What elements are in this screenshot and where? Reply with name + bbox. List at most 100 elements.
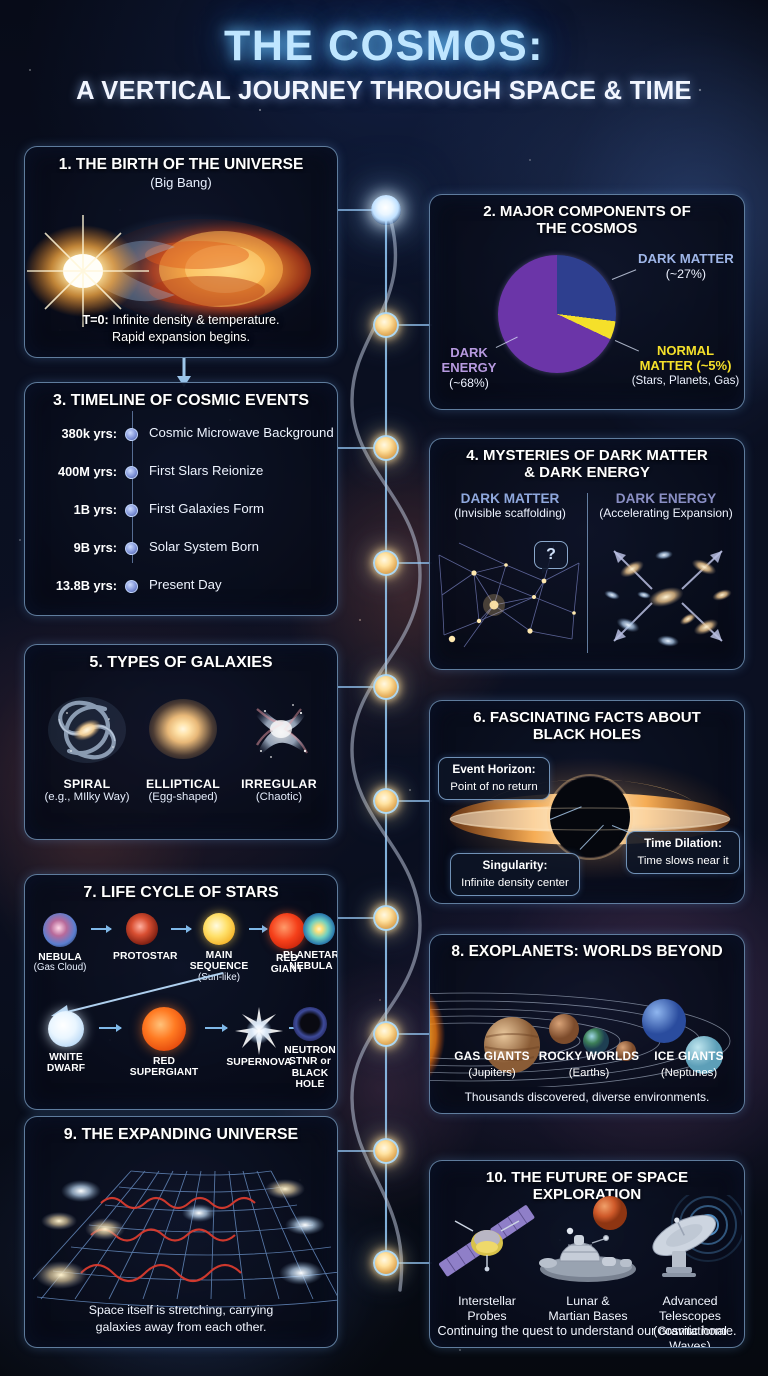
pie-label-normal-matter: NORMAL MATTER (~5%) (Stars, Planets, Gas… xyxy=(628,343,743,387)
connector-p9 xyxy=(338,1150,388,1152)
galaxy-note-elliptical: (Egg-shaped) xyxy=(148,791,218,803)
star-stage-plnebula-name-l2: NEBULA xyxy=(289,961,333,973)
connector-p7 xyxy=(338,917,388,919)
supernova-icon xyxy=(235,1007,283,1055)
star-stage-white-dwarf[interactable]: WNITE DWARF xyxy=(35,1011,97,1075)
panel7-title: 7. LIFE CYCLE OF STARS xyxy=(83,884,279,901)
star-stage-red-supergiant[interactable]: RED SUPERGIANT xyxy=(121,1007,207,1079)
future-telescopes-l2: (Gravitational Waves) xyxy=(653,1324,727,1348)
connector-p4 xyxy=(386,562,432,564)
panel2-title-line1: 2. MAJOR COMPONENTS OF xyxy=(483,203,691,220)
timeline-year: 13.8B yrs: xyxy=(55,578,117,593)
future-probes-l2: Probes xyxy=(467,1309,507,1324)
panel-black-holes[interactable]: 6. FASCINATING FACTS ABOUT BLACK HOLES E… xyxy=(429,700,745,904)
page-title: THE COSMOS: xyxy=(224,22,544,70)
panel-expanding-universe[interactable]: 9. THE EXPANDING UNIVERSE xyxy=(24,1116,338,1348)
panel-timeline-cosmic-events[interactable]: 3. TIMELINE OF COSMIC EVENTS 380k yrs: Co… xyxy=(24,382,338,616)
callout-time-dilation-body: Time slows near it xyxy=(637,855,729,868)
main-sequence-star-icon xyxy=(203,913,235,945)
spine-node-5[interactable] xyxy=(373,674,399,700)
star-stage-nebula[interactable]: NEBULA (Gas Cloud) xyxy=(31,913,89,974)
spine-node-6[interactable] xyxy=(373,788,399,814)
pie-label-dark-energy-l2: ENERGY xyxy=(441,360,497,376)
star-stage-neutron-name-l2: STNR or xyxy=(289,1056,331,1068)
future-item-telescopes[interactable]: Advanced Telescopes (Gravitational Waves… xyxy=(636,1188,744,1348)
big-bang-illustration xyxy=(25,213,320,329)
pie-label-dark-energy-pct: (~68%) xyxy=(449,375,489,390)
star-stage-neutron-name-l3: BLACK HOLE xyxy=(291,1067,329,1090)
panel8-title: 8. EXOPLANETS: WORLDS BEYOND xyxy=(451,943,723,960)
spine-node-8[interactable] xyxy=(373,1021,399,1047)
timeline-row[interactable]: 1B yrs: First Galaxies Form xyxy=(25,493,337,529)
future-item-probes[interactable]: Interstellar Probes xyxy=(436,1195,538,1324)
spine-node-7[interactable] xyxy=(373,905,399,931)
pie-label-normal-note: (Stars, Planets, Gas) xyxy=(631,373,740,387)
panel-types-of-galaxies[interactable]: 5. TYPES OF GALAXIES xyxy=(24,644,338,840)
spine-node-3[interactable] xyxy=(373,435,399,461)
star-stage-main-sequence[interactable]: MAIN SEQUENCE (Sun-like) xyxy=(189,913,249,983)
radio-telescope-icon xyxy=(652,1188,744,1277)
exo-label-rocky-worlds: ROCKY WORLDS (Earths) xyxy=(536,1049,642,1081)
panel4-right-title: DARK ENERGY xyxy=(615,491,717,506)
star-stage-redsuper-name-l1: RED xyxy=(152,1056,176,1067)
neutron-star-black-hole-icon xyxy=(293,1007,327,1041)
star-stage-red-giant[interactable]: RED GIANT xyxy=(263,913,311,976)
star-stage-supernova[interactable]: SUPERNOVA xyxy=(225,1007,293,1068)
timeline-row[interactable]: 9B yrs: Solar System Born xyxy=(25,531,337,567)
white-dwarf-icon xyxy=(48,1011,84,1047)
exo-gas-giants-note: (Jupiters) xyxy=(468,1067,516,1079)
cosmos-composition-pie-chart[interactable] xyxy=(498,255,616,373)
panel-birth-of-universe[interactable]: 1. THE BIRTH OF THE UNIVERSE (Big Bang) xyxy=(24,146,338,358)
timeline-row[interactable]: 380k yrs: Cosmic Microwave Background xyxy=(25,417,337,453)
galaxy-item-irregular[interactable]: IRREGULAR (Chaotic) xyxy=(231,687,327,803)
spiral-galaxy-icon xyxy=(39,687,135,773)
pie-label-normal-l2: MATTER (~5%) xyxy=(639,358,732,374)
timeline-event: Solar System Born xyxy=(149,539,259,554)
star-stage-protostar[interactable]: PROTOSTAR xyxy=(113,913,177,962)
panel9-title: 9. THE EXPANDING UNIVERSE xyxy=(63,1126,299,1143)
connector-p3 xyxy=(338,447,388,449)
timeline-year: 9B yrs: xyxy=(73,540,117,555)
callout-event-horizon[interactable]: Event Horizon: Point of no return xyxy=(438,757,550,801)
panel10-title: 10. THE FUTURE OF SPACE EXPLORATION xyxy=(485,1169,689,1204)
panel-life-cycle-of-stars[interactable]: 7. LIFE CYCLE OF STARS NEBULA (Gas Cloud… xyxy=(24,874,338,1110)
timeline-year: 380k yrs: xyxy=(61,426,118,441)
timeline-row[interactable]: 400M yrs: First Slars Reionize xyxy=(25,455,337,491)
panel-exoplanets[interactable]: 8. EXOPLANETS: WORLDS BEYOND xyxy=(429,934,745,1114)
star-stage-planetary-nebula[interactable]: PLANETARY NEBULA xyxy=(273,913,337,973)
star-stage-main-name-l1: MAIN xyxy=(205,950,233,961)
galaxy-item-elliptical[interactable]: ELLIPTICAL (Egg-shaped) xyxy=(135,687,231,803)
spine-node-10[interactable] xyxy=(373,1250,399,1276)
arrow-nebula-protostar xyxy=(91,925,112,932)
panel-major-components[interactable]: 2. MAJOR COMPONENTS OF THE COSMOS DARK M… xyxy=(429,194,745,410)
pie-leader-dark-matter xyxy=(611,269,637,281)
timeline-row[interactable]: 13.8B yrs: Present Day xyxy=(25,569,337,605)
star-stage-neutron-blackhole[interactable]: NEUTRON STNR or BLACK HOLE xyxy=(281,1007,337,1090)
panel5-title: 5. TYPES OF GALAXIES xyxy=(89,654,273,671)
galaxy-note-spiral: (e.g., MIlky Way) xyxy=(44,791,130,803)
spine-node-1[interactable] xyxy=(371,195,401,225)
callout-time-dilation[interactable]: Time Dilation: Time slows near it xyxy=(626,831,740,875)
star-stage-redgiant-name-l1: RED xyxy=(275,953,299,964)
panel10-footer: Continuing the quest to understand our c… xyxy=(437,1324,737,1338)
spine-node-9[interactable] xyxy=(373,1138,399,1164)
panel-future-of-space-exploration[interactable]: 10. THE FUTURE OF SPACE EXPLORATION xyxy=(429,1160,745,1348)
panel4-left-title: DARK MATTER xyxy=(460,491,560,506)
exo-label-gas-giants: GAS GIANTS (Jupiters) xyxy=(440,1049,544,1081)
panel-mysteries-dark-matter-energy[interactable]: 4. MYSTERIES OF DARK MATTER & DARK ENERG… xyxy=(429,438,745,670)
panel4-title-line1: 4. MYSTERIES OF DARK MATTER xyxy=(466,447,708,464)
exo-gas-giants-name: GAS GIANTS xyxy=(454,1049,530,1063)
callout-event-horizon-body: Point of no return xyxy=(450,781,538,794)
nebula-icon xyxy=(43,913,77,947)
star-stage-main-note: (Sun-like) xyxy=(198,971,240,983)
star-stage-whitedwarf-name-l1: WNITE xyxy=(49,1052,83,1063)
arrow-whitedwarf-redsupergiant xyxy=(99,1024,122,1031)
pie-label-dark-matter: DARK MATTER (~27%) xyxy=(638,251,734,281)
spine-node-4[interactable] xyxy=(373,550,399,576)
future-item-bases[interactable]: Lunar & Martian Bases xyxy=(534,1195,642,1324)
galaxy-item-spiral[interactable]: SPIRAL (e.g., MIlky Way) xyxy=(39,687,135,803)
callout-singularity[interactable]: Singularity: Infinite density center xyxy=(450,853,580,897)
arrow-protostar-main xyxy=(171,925,192,932)
spine-node-2[interactable] xyxy=(373,312,399,338)
